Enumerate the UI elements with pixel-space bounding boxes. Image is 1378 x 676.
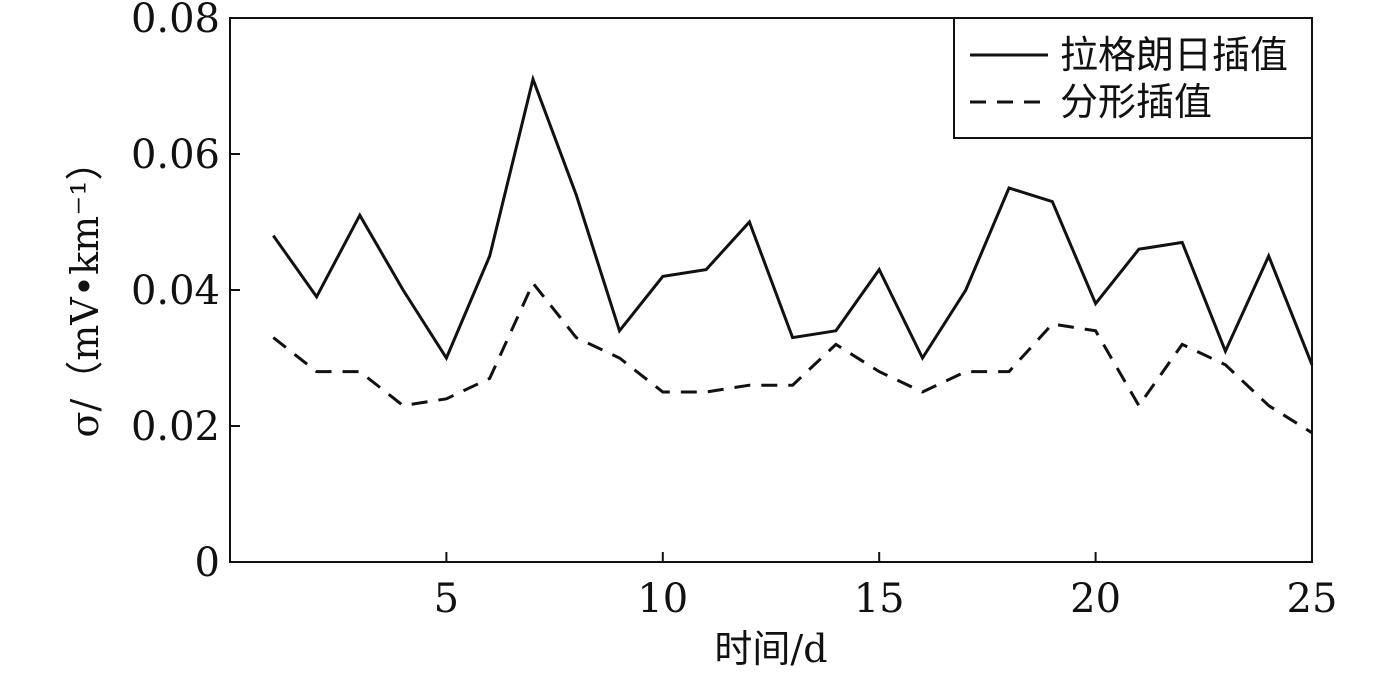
series-group (272, 74, 1314, 435)
series-line-2 (272, 280, 1313, 435)
legend-label-2: 分形插值 (1060, 80, 1212, 124)
legend-label-1: 拉格朗日插值 (1060, 33, 1288, 77)
axes-group: 5 10 15 20 25 0 0.02 0.04 0.06 0.08 (131, 0, 1338, 622)
x-tick-label: 15 (854, 576, 905, 622)
y-tick-label: 0.08 (131, 0, 220, 42)
y-tick-label: 0.04 (131, 268, 220, 314)
x-tick-label: 10 (637, 576, 688, 622)
series-line-1 (272, 74, 1314, 366)
x-tick-label: 5 (434, 576, 459, 622)
x-axis-label: 时间/d (714, 627, 827, 671)
y-tick-label: 0 (195, 540, 220, 586)
y-tick-label: 0.06 (131, 132, 220, 178)
x-tick-label: 20 (1070, 576, 1121, 622)
legend-box (953, 17, 1313, 139)
y-tick-label: 0.02 (131, 404, 220, 450)
y-axis-label: σ/（mV•km⁻¹） (63, 143, 107, 438)
x-tick-label: 25 (1287, 576, 1338, 622)
